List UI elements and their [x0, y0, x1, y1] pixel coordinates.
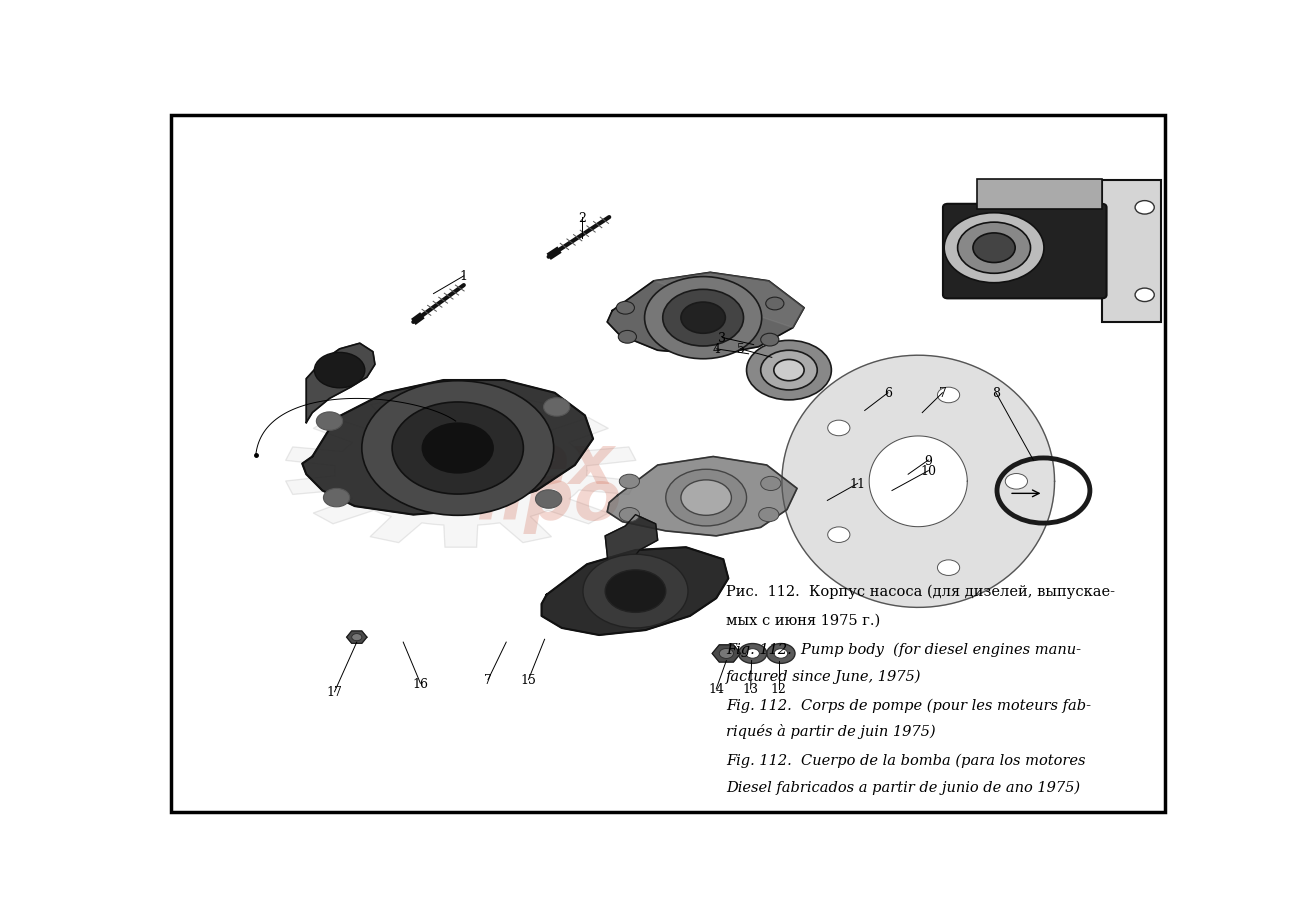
Circle shape	[605, 570, 666, 613]
Circle shape	[582, 555, 688, 629]
Polygon shape	[285, 394, 636, 548]
Text: Diesel fabricados a partir de junio de ano 1975): Diesel fabricados a partir de junio de a…	[726, 779, 1080, 794]
Circle shape	[362, 381, 554, 516]
Circle shape	[663, 290, 744, 346]
Circle shape	[1006, 474, 1028, 490]
Text: 5: 5	[736, 343, 744, 356]
Text: Тех: Тех	[476, 431, 615, 497]
Circle shape	[314, 353, 365, 389]
Polygon shape	[302, 380, 593, 515]
Circle shape	[616, 302, 635, 315]
Text: 1: 1	[460, 270, 468, 283]
Text: 16: 16	[412, 677, 429, 690]
Circle shape	[761, 334, 779, 346]
Circle shape	[392, 403, 524, 494]
Text: Fig. 112.  Cuerpo de la bomba (para los motores: Fig. 112. Cuerpo de la bomba (para los m…	[726, 753, 1085, 767]
Text: 7: 7	[938, 387, 946, 400]
Text: про: про	[476, 466, 622, 533]
Polygon shape	[607, 273, 804, 356]
Text: 7: 7	[485, 674, 493, 686]
Text: мых с июня 1975 г.): мых с июня 1975 г.)	[726, 613, 881, 627]
Circle shape	[945, 213, 1044, 283]
Text: 6: 6	[883, 387, 893, 400]
Circle shape	[681, 302, 726, 334]
Text: riqués à partir de juin 1975): riqués à partir de juin 1975)	[726, 723, 936, 739]
Text: 13: 13	[743, 683, 758, 696]
Circle shape	[747, 341, 831, 401]
Circle shape	[543, 398, 569, 416]
Circle shape	[774, 360, 804, 381]
Text: Fig. 112.  Pump body  (for diesel engines manu-: Fig. 112. Pump body (for diesel engines …	[726, 642, 1081, 656]
Circle shape	[1135, 201, 1154, 215]
Text: 11: 11	[850, 477, 865, 491]
Circle shape	[317, 413, 343, 431]
Text: 9: 9	[924, 454, 932, 467]
Text: 12: 12	[771, 683, 787, 696]
FancyBboxPatch shape	[1101, 181, 1161, 323]
Circle shape	[645, 278, 762, 359]
Circle shape	[758, 508, 779, 522]
Text: 15: 15	[520, 674, 537, 686]
Text: 2: 2	[579, 211, 586, 224]
Circle shape	[766, 298, 784, 311]
Circle shape	[619, 508, 640, 522]
Polygon shape	[605, 515, 658, 573]
Text: factured since June, 1975): factured since June, 1975)	[726, 669, 921, 684]
Circle shape	[761, 351, 817, 391]
Text: Fig. 112.  Corps de pompe (pour les moteurs fab-: Fig. 112. Corps de pompe (pour les moteu…	[726, 698, 1092, 711]
Text: 14: 14	[709, 683, 724, 696]
Text: 8: 8	[992, 387, 999, 400]
Text: Рис.  112.  Корпус насоса (для дизелей, выпускае-: Рис. 112. Корпус насоса (для дизелей, вы…	[726, 584, 1115, 598]
Circle shape	[937, 388, 960, 403]
Circle shape	[973, 233, 1015, 263]
Polygon shape	[713, 645, 740, 663]
Circle shape	[745, 649, 760, 659]
Text: 4: 4	[713, 343, 721, 356]
Circle shape	[681, 481, 731, 516]
Circle shape	[323, 489, 349, 507]
Circle shape	[774, 649, 788, 659]
Circle shape	[766, 644, 795, 664]
Text: 17: 17	[327, 686, 343, 698]
Text: 10: 10	[920, 465, 937, 478]
Circle shape	[619, 331, 636, 344]
Polygon shape	[782, 356, 1054, 607]
Circle shape	[739, 644, 766, 664]
Circle shape	[719, 649, 734, 659]
Polygon shape	[654, 273, 804, 328]
Circle shape	[827, 421, 850, 437]
Circle shape	[619, 475, 640, 489]
Polygon shape	[607, 457, 797, 537]
Polygon shape	[869, 437, 967, 528]
Circle shape	[761, 477, 780, 491]
Circle shape	[1135, 289, 1154, 302]
Circle shape	[422, 424, 493, 473]
Circle shape	[352, 634, 362, 641]
Polygon shape	[347, 631, 367, 643]
Circle shape	[937, 561, 960, 576]
Polygon shape	[542, 548, 728, 635]
Circle shape	[666, 470, 747, 527]
Polygon shape	[395, 443, 526, 500]
FancyBboxPatch shape	[943, 205, 1106, 299]
Circle shape	[827, 528, 850, 543]
Circle shape	[536, 490, 562, 509]
Circle shape	[958, 223, 1031, 274]
FancyBboxPatch shape	[977, 180, 1101, 210]
Text: 3: 3	[718, 332, 726, 345]
Polygon shape	[306, 344, 375, 423]
